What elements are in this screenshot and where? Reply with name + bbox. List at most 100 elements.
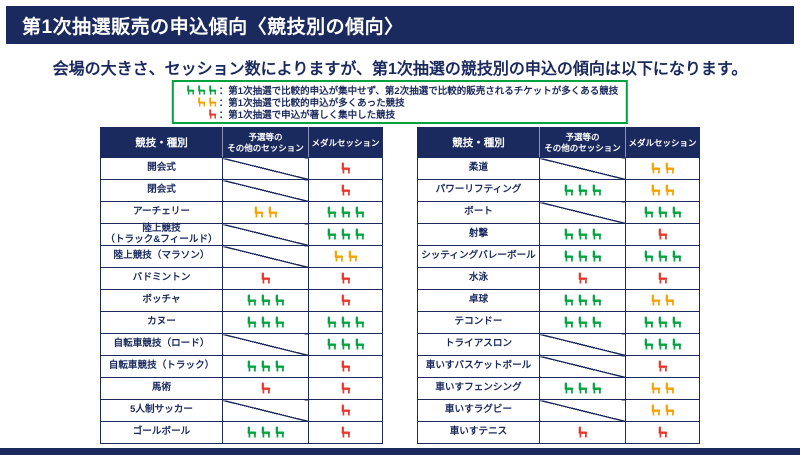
sport-name-cell: トライアスロン: [417, 333, 540, 356]
seat-icon: [578, 250, 587, 262]
page-title: 第1次抽選販売の申込傾向〈競技別の傾向〉: [22, 16, 404, 38]
sport-name-cell: 車いすバスケットボール: [417, 355, 540, 378]
seat-rating: [326, 228, 366, 240]
seat-rating-cell: [308, 355, 383, 379]
seat-rating-cell: [625, 289, 700, 312]
seat-rating-cell: [222, 289, 309, 313]
sport-name-cell: 自転車競技（ロード）: [100, 333, 223, 357]
seat-icon: [564, 228, 573, 240]
seat-icon: [658, 228, 667, 240]
no-session-cell: [539, 201, 626, 224]
seat-icon: [341, 206, 350, 218]
seat-icon: [275, 294, 284, 306]
seat-icon: [592, 316, 601, 328]
sport-name-cell: パワーリフティング: [417, 179, 540, 202]
header-sport: 競技・種別: [100, 127, 223, 158]
legend-item: ：第1次抽選で申込が著しく集中した競技: [182, 108, 618, 121]
seat-icon: [198, 85, 206, 95]
seat-icon: [592, 382, 601, 394]
seat-icon: [651, 294, 660, 306]
seat-rating: [657, 426, 669, 438]
header-medal-session: メダルセッション: [625, 127, 700, 158]
seat-rating: [657, 228, 669, 240]
seat-rating: [643, 250, 683, 262]
table-row: パワーリフティング: [417, 179, 700, 202]
seat-rating-cell: [625, 355, 700, 378]
seat-icon: [355, 206, 364, 218]
seat-rating-cell: [222, 355, 309, 379]
seat-icon: [672, 250, 681, 262]
seat-icon: [644, 316, 653, 328]
table-row: 水泳: [417, 267, 700, 290]
seat-icon: [341, 382, 350, 394]
sport-name-cell: 陸上競技 （トラック&フィールド）: [100, 222, 223, 247]
seat-icon: [327, 338, 336, 350]
seat-rating-cell: [625, 399, 700, 422]
table-row: ゴールボール: [100, 421, 383, 445]
seat-icon: [578, 316, 587, 328]
table-row: 開会式: [100, 157, 383, 180]
table-row: 車いすテニス: [417, 420, 700, 445]
seat-rating-cell: [539, 267, 626, 290]
no-session-cell: [539, 355, 626, 378]
seat-rating: [340, 184, 352, 196]
seat-rating: [246, 294, 286, 306]
table-row: シッティングバレーボール: [417, 245, 700, 268]
legend-seat-icons: [182, 97, 218, 107]
seat-rating: [246, 316, 286, 328]
seat-rating: [333, 250, 359, 262]
legend-box: ：第1次抽選で比較的申込が集中せず、第2次抽選で比較的販売されるチケットが多くあ…: [171, 80, 629, 124]
table-row: 5人制サッカー: [100, 399, 383, 423]
seat-icon: [341, 294, 350, 306]
seat-rating-cell: [539, 377, 626, 400]
seat-icon: [348, 250, 357, 262]
seat-rating-cell: [222, 267, 309, 291]
sport-name-cell: テコンドー: [417, 311, 540, 334]
table-row: トライアスロン: [417, 333, 700, 356]
seat-icon: [275, 426, 284, 438]
seat-rating-cell: [539, 179, 626, 202]
seat-icon: [665, 162, 674, 174]
seat-rating-cell: [308, 245, 383, 269]
table-row: ボート: [417, 201, 700, 224]
seat-rating-cell: [625, 245, 700, 268]
seat-icon: [665, 382, 674, 394]
seat-icon: [672, 316, 681, 328]
seat-rating: [643, 338, 683, 350]
header-other-sessions: 予選等の その他のセッション: [539, 127, 626, 158]
seat-icon: [209, 85, 217, 95]
seat-icon: [644, 206, 653, 218]
seat-icon: [564, 184, 573, 196]
seat-rating-cell: [222, 201, 309, 224]
sport-name-cell: ゴールボール: [100, 421, 223, 445]
seat-rating: [340, 294, 352, 306]
table-row: 卓球: [417, 289, 700, 312]
seat-rating-cell: [308, 421, 383, 445]
sport-name-cell: 柔道: [417, 157, 540, 180]
seat-rating: [260, 272, 272, 284]
table-row: 柔道: [417, 157, 700, 180]
seat-rating: [326, 206, 366, 218]
header-medal-session: メダルセッション: [308, 127, 383, 158]
seat-icon: [665, 294, 674, 306]
seat-rating: [340, 404, 352, 416]
seat-rating: [657, 360, 669, 372]
seat-rating-cell: [308, 377, 383, 401]
seat-rating-cell: [625, 333, 700, 356]
table-row: ボッチャ: [100, 289, 383, 313]
sport-name-cell: 陸上競技（マラソン）: [100, 245, 223, 269]
seat-rating: [253, 206, 279, 218]
seat-rating: [246, 426, 286, 438]
seat-rating-cell: [308, 201, 383, 224]
seat-icon: [564, 316, 573, 328]
seat-icon: [187, 85, 195, 95]
seat-rating-cell: [308, 399, 383, 423]
seat-rating-cell: [625, 223, 700, 246]
seat-rating: [563, 316, 603, 328]
header-other-sessions: 予選等の その他のセッション: [222, 127, 309, 158]
seat-icon: [198, 97, 206, 107]
sport-name-cell: 馬術: [100, 377, 223, 401]
seat-icon: [658, 206, 667, 218]
table-row: 射撃: [417, 223, 700, 246]
table-row: 車いすバスケットボール: [417, 355, 700, 378]
